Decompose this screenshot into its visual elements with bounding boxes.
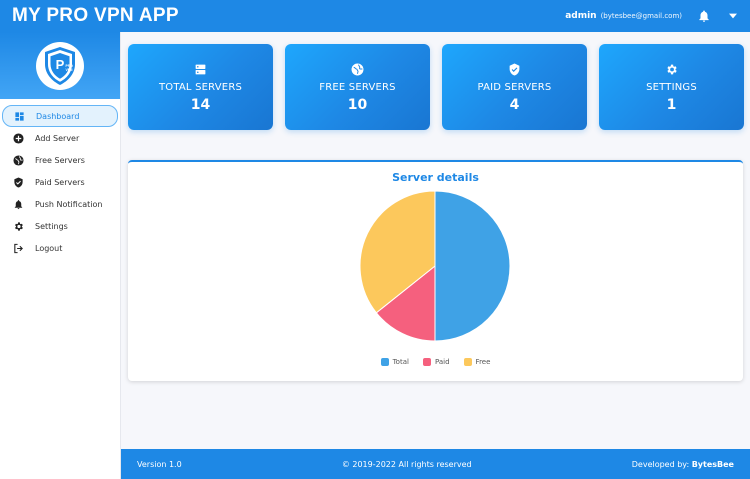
bell-icon — [12, 198, 24, 210]
legend-swatch — [380, 358, 389, 366]
sidebar-item-label: Dashboard — [36, 111, 80, 121]
sidebar-item-label: Paid Servers — [35, 177, 85, 187]
sidebar-nav: Dashboard Add Server Free Servers Paid S… — [0, 99, 120, 259]
card-free-servers[interactable]: FREE SERVERS 10 — [285, 44, 430, 130]
card-label: PAID SERVERS — [477, 81, 552, 93]
legend-label: Paid — [434, 358, 450, 366]
card-label: SETTINGS — [646, 81, 697, 93]
pie-chart — [359, 190, 511, 342]
card-label: TOTAL SERVERS — [158, 81, 243, 93]
card-value: 1 — [666, 96, 677, 113]
svg-text:PRO: PRO — [66, 64, 74, 68]
legend-item-paid[interactable]: Paid — [422, 358, 450, 366]
svg-text:VPN: VPN — [66, 68, 74, 72]
developer-credit: Developed by: BytesBee — [632, 460, 734, 469]
app-title: MY PRO VPN APP — [12, 5, 179, 26]
legend-label: Total — [392, 358, 409, 366]
sidebar-item-dashboard[interactable]: Dashboard — [2, 105, 118, 127]
server-icon — [193, 62, 209, 78]
chart-title: Server details — [392, 171, 479, 184]
gear-icon — [12, 220, 24, 232]
card-value: 10 — [347, 96, 368, 113]
developer-name: BytesBee — [691, 459, 734, 469]
legend-label: Free — [475, 358, 491, 366]
pie-slice-total[interactable] — [434, 190, 511, 342]
globe-icon — [350, 62, 366, 78]
user-email: (bytesbee@gmail.com) — [600, 12, 682, 20]
shield-check-icon — [12, 176, 24, 188]
sidebar-item-label: Add Server — [35, 133, 80, 143]
developer-prefix: Developed by: — [631, 459, 690, 469]
sidebar-item-settings[interactable]: Settings — [2, 215, 118, 237]
sidebar-item-push-notification[interactable]: Push Notification — [2, 193, 118, 215]
user-name: admin — [565, 11, 597, 21]
sidebar-item-label: Settings — [35, 221, 68, 231]
sidebar-item-paid-servers[interactable]: Paid Servers — [2, 171, 118, 193]
legend-swatch — [463, 358, 472, 366]
pie-slice-free[interactable] — [359, 190, 436, 314]
logo-area: P PRO VPN — [0, 32, 120, 99]
globe-icon — [12, 154, 24, 166]
notification-bell-icon[interactable] — [696, 8, 712, 24]
legend-item-free[interactable]: Free — [463, 358, 491, 366]
logout-icon — [12, 242, 24, 254]
footer: Version 1.0 © 2019-2022 All rights reser… — [121, 449, 750, 479]
card-label: FREE SERVERS — [319, 81, 396, 93]
legend-item-total[interactable]: Total — [380, 358, 409, 366]
sidebar-item-label: Logout — [35, 243, 63, 253]
chart-legend: Total Paid Free — [128, 358, 743, 366]
dashboard-icon — [13, 110, 25, 122]
card-settings[interactable]: SETTINGS 1 — [599, 44, 744, 130]
svg-text:P: P — [56, 57, 65, 72]
top-app-bar: MY PRO VPN APP admin (bytesbee@gmail.com… — [0, 0, 750, 32]
shield-check-icon — [507, 62, 523, 78]
sidebar-item-add-server[interactable]: Add Server — [2, 127, 118, 149]
pie-slice-paid[interactable] — [375, 264, 436, 342]
legend-swatch — [422, 358, 431, 366]
app-logo: P PRO VPN — [36, 41, 84, 90]
version-text: Version 1.0 — [137, 459, 182, 469]
sidebar-item-label: Free Servers — [35, 155, 85, 165]
sidebar-item-label: Push Notification — [35, 199, 103, 209]
add-circle-icon — [12, 132, 24, 144]
card-value: 4 — [509, 96, 520, 113]
card-total-servers[interactable]: TOTAL SERVERS 14 — [128, 44, 273, 130]
copyright-text: © 2019-2022 All rights reserved — [341, 459, 472, 469]
server-details-panel: Server details Total Paid Free — [128, 160, 743, 381]
user-menu[interactable]: admin (bytesbee@gmail.com) — [565, 11, 682, 21]
card-value: 14 — [190, 96, 211, 113]
sidebar-item-free-servers[interactable]: Free Servers — [2, 149, 118, 171]
sidebar-item-logout[interactable]: Logout — [2, 237, 118, 259]
card-paid-servers[interactable]: PAID SERVERS 4 — [442, 44, 587, 130]
gear-icon — [664, 62, 680, 78]
sidebar: P PRO VPN Dashboard Add Server Free Serv… — [0, 32, 121, 479]
chevron-down-icon[interactable] — [728, 11, 738, 21]
